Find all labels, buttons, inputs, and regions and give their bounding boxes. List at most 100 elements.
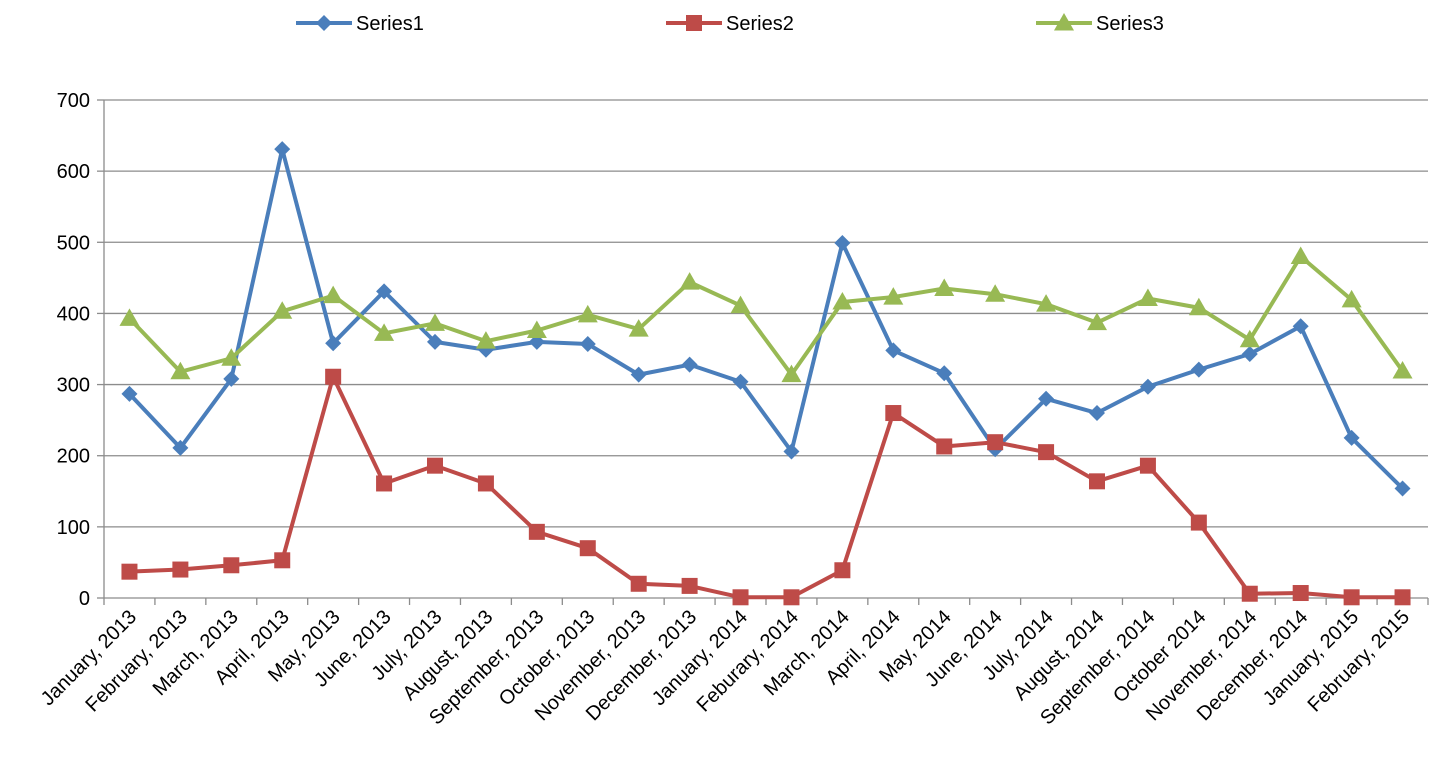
legend: Series1 Series2 Series3 bbox=[296, 13, 1164, 35]
data-point bbox=[1290, 246, 1311, 265]
data-point bbox=[323, 285, 344, 304]
data-point bbox=[1292, 318, 1309, 335]
legend-marker bbox=[686, 15, 702, 31]
data-point bbox=[274, 141, 291, 158]
data-point bbox=[374, 323, 395, 341]
data-point bbox=[376, 475, 393, 492]
data-point bbox=[681, 577, 698, 594]
data-point bbox=[223, 557, 240, 574]
axes bbox=[103, 100, 1429, 605]
data-point bbox=[732, 589, 749, 606]
data-point bbox=[985, 284, 1006, 302]
data-point bbox=[427, 457, 443, 474]
legend-item-series1: Series1 bbox=[296, 13, 424, 35]
data-point bbox=[783, 443, 800, 460]
y-tick-label: 200 bbox=[57, 446, 90, 468]
series-series2 bbox=[121, 368, 1411, 606]
data-point bbox=[325, 368, 342, 385]
legend-marker bbox=[1054, 13, 1074, 31]
data-point bbox=[1241, 585, 1258, 602]
data-point bbox=[1087, 312, 1107, 331]
y-tick-label: 100 bbox=[57, 517, 90, 539]
data-point bbox=[834, 234, 851, 251]
data-point bbox=[885, 405, 902, 422]
data-point bbox=[1394, 589, 1411, 606]
series-line bbox=[127, 254, 1405, 377]
data-point bbox=[1292, 585, 1309, 602]
data-point bbox=[1190, 514, 1207, 531]
data-point bbox=[1241, 345, 1258, 362]
data-point bbox=[577, 304, 598, 323]
data-point bbox=[832, 292, 853, 310]
data-point bbox=[170, 361, 191, 380]
data-point bbox=[1392, 361, 1413, 379]
data-point bbox=[425, 313, 445, 331]
data-point bbox=[427, 333, 443, 350]
data-point bbox=[477, 475, 494, 492]
data-point bbox=[1343, 429, 1360, 446]
data-point bbox=[172, 439, 189, 456]
data-point bbox=[679, 272, 700, 290]
legend-label: Series2 bbox=[726, 13, 794, 35]
data-point bbox=[223, 370, 240, 387]
data-point bbox=[121, 563, 138, 580]
data-point bbox=[781, 364, 802, 383]
data-point bbox=[272, 301, 293, 319]
data-point bbox=[1190, 361, 1207, 378]
data-point bbox=[628, 319, 649, 337]
legend-item-series3: Series3 bbox=[1036, 13, 1164, 35]
data-point bbox=[475, 331, 496, 349]
data-point bbox=[1239, 329, 1260, 348]
data-point bbox=[783, 589, 800, 606]
y-axis-tick-labels: 0 100 200 300 400 500 600 700 bbox=[57, 90, 90, 610]
legend-item-series2: Series2 bbox=[666, 13, 794, 35]
data-point bbox=[732, 373, 749, 390]
data-point bbox=[579, 540, 596, 557]
data-point bbox=[1137, 288, 1158, 306]
data-point bbox=[274, 552, 291, 569]
data-point bbox=[934, 278, 955, 297]
data-point bbox=[1139, 457, 1156, 474]
data-point bbox=[681, 356, 698, 373]
y-tick-label: 0 bbox=[79, 588, 90, 610]
legend-label: Series1 bbox=[356, 13, 424, 35]
series-line bbox=[127, 374, 1405, 600]
data-point bbox=[885, 342, 902, 359]
data-point bbox=[376, 283, 393, 300]
data-point bbox=[630, 366, 647, 383]
series-series3 bbox=[119, 246, 1413, 383]
series-line bbox=[127, 147, 1405, 491]
data-point bbox=[1036, 294, 1057, 312]
data-point bbox=[528, 523, 545, 540]
legend-label: Series3 bbox=[1096, 13, 1164, 35]
data-point bbox=[221, 348, 242, 366]
data-point bbox=[121, 385, 138, 402]
data-point bbox=[526, 320, 547, 339]
data-point bbox=[1394, 480, 1411, 497]
data-point bbox=[730, 295, 751, 314]
y-tick-label: 700 bbox=[57, 90, 90, 112]
data-point bbox=[936, 438, 953, 455]
series-layer bbox=[119, 141, 1413, 606]
data-point bbox=[1343, 589, 1360, 606]
data-point bbox=[1038, 390, 1055, 407]
data-point bbox=[325, 335, 342, 352]
legend-marker bbox=[316, 15, 332, 31]
data-point bbox=[936, 365, 953, 382]
data-point bbox=[1341, 289, 1362, 308]
data-point bbox=[1089, 473, 1105, 490]
data-point bbox=[1038, 444, 1055, 461]
y-tick-label: 300 bbox=[57, 375, 90, 397]
data-point bbox=[834, 562, 851, 579]
y-tick-label: 600 bbox=[57, 161, 90, 183]
data-point bbox=[883, 287, 904, 305]
gridlines bbox=[97, 99, 1428, 599]
data-point bbox=[119, 308, 140, 326]
y-tick-label: 400 bbox=[57, 303, 90, 325]
data-point bbox=[1139, 378, 1156, 395]
y-tick-label: 500 bbox=[57, 232, 90, 254]
data-point bbox=[630, 575, 647, 592]
data-point bbox=[579, 336, 596, 353]
